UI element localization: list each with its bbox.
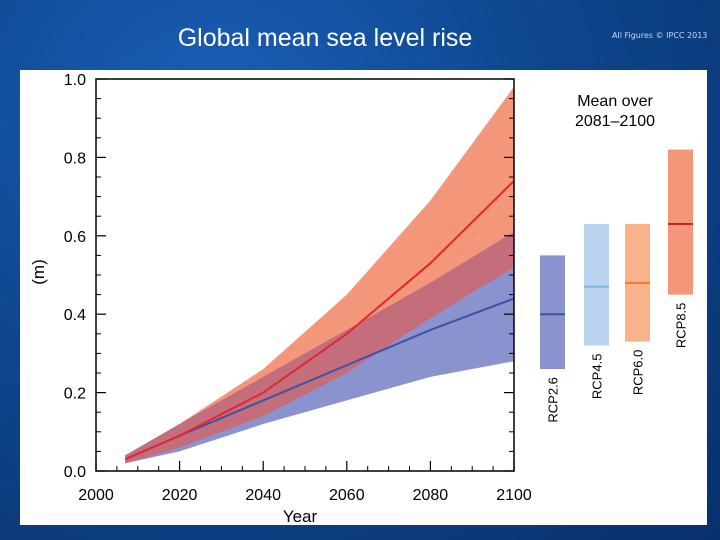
- y-tick-label: 0.4: [64, 307, 86, 324]
- rcp45-label: RCP4.5: [590, 354, 605, 400]
- y-axis-label: (m): [29, 259, 48, 284]
- y-tick-label: 0.0: [64, 464, 86, 481]
- x-tick-label: 2000: [78, 487, 114, 504]
- side-panel-title-line1: Mean over: [577, 93, 653, 110]
- overlap-band: [125, 231, 515, 464]
- slide-title: Global mean sea level rise: [177, 24, 473, 52]
- rcp60-label: RCP6.0: [631, 350, 646, 396]
- rcp85-mean-line: [124, 180, 515, 461]
- x-tick-label: 2020: [162, 487, 198, 504]
- copyright-notice: All Figures © IPCC 2013: [612, 31, 708, 40]
- x-tick-label: 2060: [329, 487, 365, 504]
- x-tick-label: 2040: [245, 487, 281, 504]
- x-tick-label: 2080: [413, 487, 449, 504]
- x-axis-label: Year: [283, 507, 318, 525]
- rcp85-uncertainty-band: [125, 86, 515, 464]
- side-panel-title-line2: 2081–2100: [575, 113, 655, 130]
- x-tick-label: 2100: [496, 487, 532, 504]
- sea-level-chart: 0.0 0.2 0.4 0.6 0.8 1.0 2000 2020 2040 2060 2080 21…: [29, 72, 693, 525]
- rcp26-range-bar: [540, 255, 565, 370]
- y-tick-label: 0.8: [64, 150, 86, 167]
- figure-panel: 0.0 0.2 0.4 0.6 0.8 1.0 2000 2020 2040 2060 2080 21…: [20, 70, 707, 525]
- rcp45-range-bar: [584, 224, 609, 346]
- y-tick-label: 0.6: [64, 229, 86, 246]
- rcp85-range-bar: [668, 149, 693, 295]
- y-tick-label: 1.0: [64, 72, 86, 89]
- y-tick-label: 0.2: [64, 386, 86, 403]
- rcp85-label: RCP8.5: [674, 303, 689, 349]
- rcp26-label: RCP2.6: [546, 377, 561, 423]
